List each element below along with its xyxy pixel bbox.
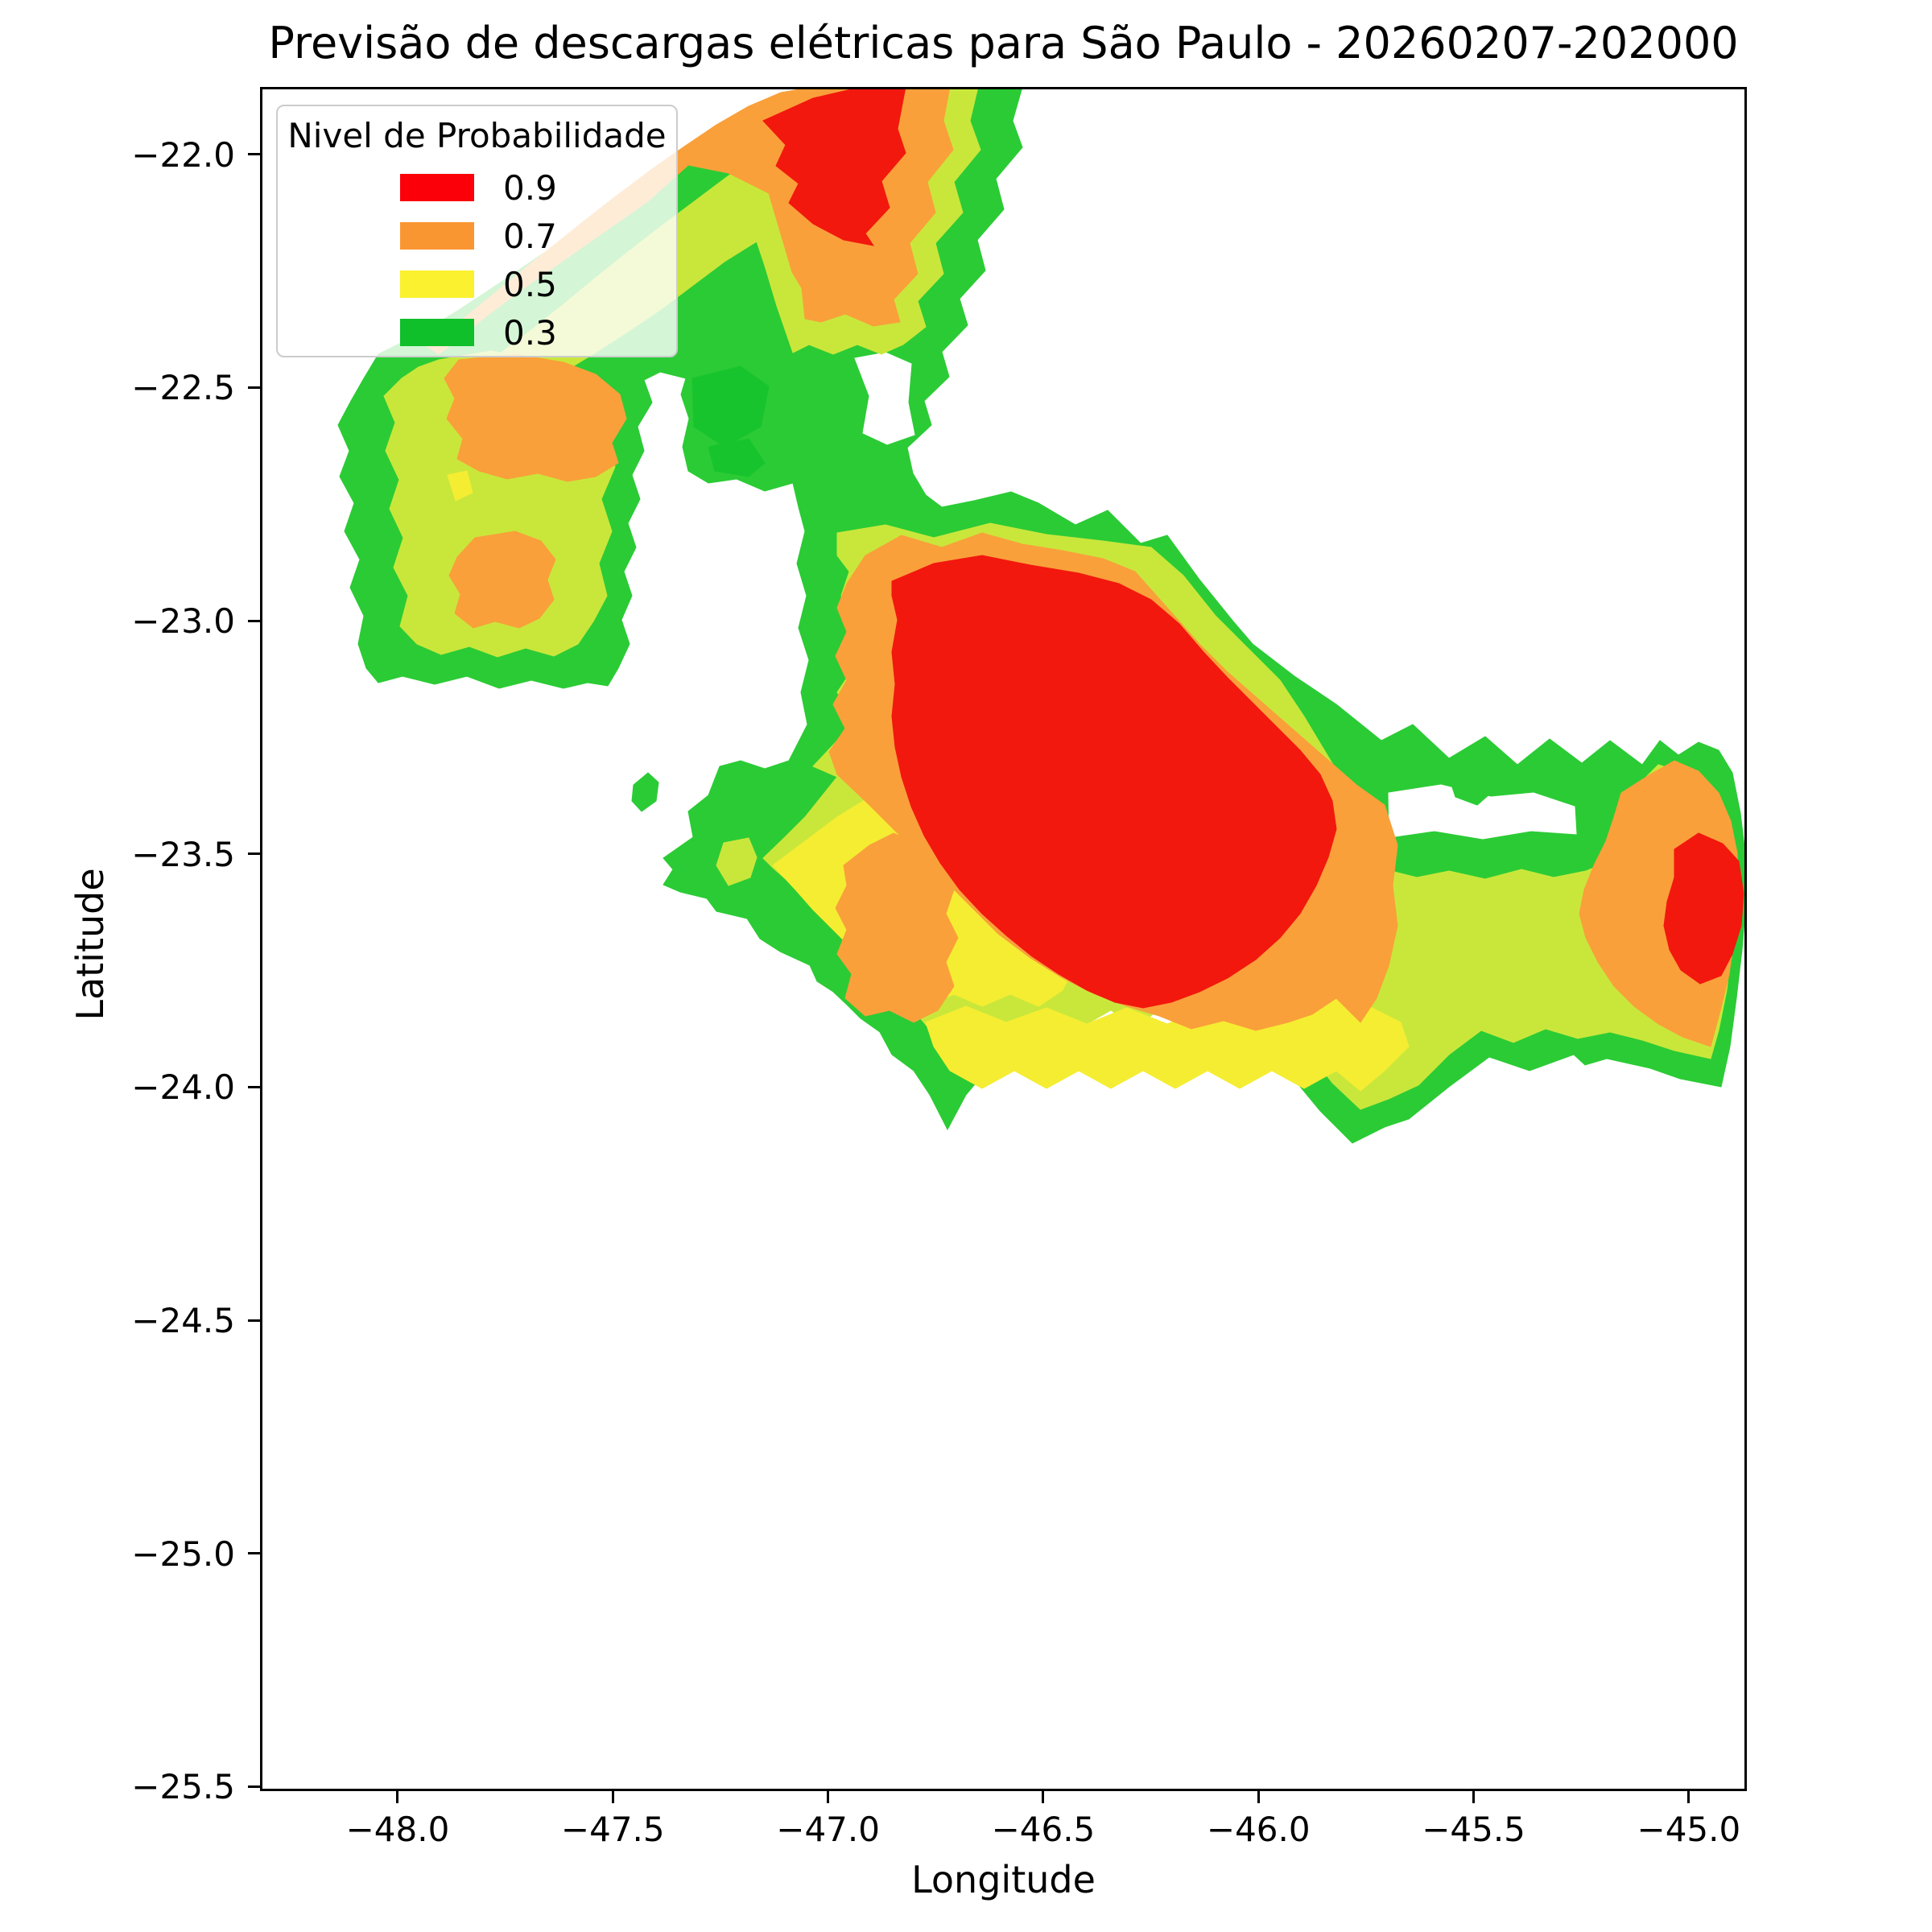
x-tick — [396, 1791, 399, 1803]
legend-entry-label: 0.9 — [503, 167, 557, 208]
y-tick-label: −23.0 — [131, 601, 235, 642]
contour-region-red-central — [891, 555, 1337, 1009]
x-tick — [1257, 1791, 1260, 1803]
contour-region-orange-west-upper — [444, 353, 627, 482]
y-tick — [248, 619, 260, 622]
contour-region-darkgreen-patch-b — [708, 438, 766, 477]
contour-region-darkgreen-patch-a — [691, 365, 770, 448]
x-tick-label: −46.5 — [991, 1810, 1096, 1849]
y-tick-label: −23.5 — [131, 834, 235, 874]
x-tick — [827, 1791, 830, 1803]
legend: Nivel de Probabilidade 0.9 0.7 0.5 0.3 — [276, 105, 678, 357]
y-tick — [248, 153, 260, 156]
contour-region-green-island-northeast — [1447, 745, 1502, 806]
x-tick — [1042, 1791, 1045, 1803]
y-axis-label: Latitude — [68, 868, 112, 1021]
x-tick — [1687, 1791, 1690, 1803]
contour-region-orange-southwest-subblob — [835, 832, 959, 1023]
legend-entry: 0.3 — [400, 308, 676, 357]
legend-swatch-icon — [400, 174, 474, 201]
x-tick-label: −45.0 — [1637, 1810, 1741, 1849]
y-tick-label: −24.5 — [131, 1301, 235, 1341]
x-tick-label: −46.0 — [1206, 1810, 1311, 1849]
contour-region-lime-arm-island — [716, 837, 758, 886]
y-tick-label: −24.0 — [131, 1067, 235, 1108]
contour-region-green-island-west — [631, 772, 659, 812]
contour-region-hole-neck-a — [854, 352, 915, 445]
x-tick-label: −45.5 — [1422, 1810, 1525, 1849]
y-tick-label: −22.5 — [131, 368, 235, 408]
contour-region-red-east — [1663, 832, 1744, 985]
legend-swatch-icon — [400, 270, 474, 298]
y-tick — [248, 1552, 260, 1555]
x-axis-label: Longitude — [911, 1858, 1096, 1901]
legend-entry-label: 0.3 — [503, 312, 557, 353]
y-tick — [248, 1085, 260, 1088]
x-tick-label: −47.0 — [776, 1810, 880, 1849]
legend-entry: 0.5 — [400, 260, 676, 308]
x-tick-label: −47.5 — [560, 1810, 665, 1849]
contour-region-hole-neck-b — [922, 445, 952, 477]
legend-entry-label: 0.7 — [503, 216, 557, 256]
contour-region-yellow-west-sliver — [447, 470, 473, 502]
plot-border — [260, 87, 1747, 1791]
contour-regions — [337, 87, 1747, 1144]
legend-entry: 0.9 — [400, 163, 676, 212]
chart-title: Previsão de descargas elétricas para São… — [268, 18, 1739, 68]
x-tick — [611, 1791, 614, 1803]
x-tick-label: −48.0 — [345, 1810, 450, 1849]
y-tick-label: −25.5 — [131, 1767, 235, 1807]
legend-entry-label: 0.5 — [503, 264, 557, 304]
legend-title: Nivel de Probabilidade — [287, 116, 667, 155]
x-tick — [1472, 1791, 1476, 1803]
y-tick — [248, 1319, 260, 1322]
y-tick-label: −25.0 — [131, 1534, 235, 1574]
y-tick — [248, 1785, 260, 1788]
legend-swatch-icon — [400, 222, 474, 250]
legend-rows: 0.9 0.7 0.5 0.3 — [278, 163, 676, 357]
y-tick — [248, 386, 260, 389]
contour-region-red-north — [762, 87, 906, 246]
y-tick — [248, 852, 260, 856]
legend-entry: 0.7 — [400, 212, 676, 260]
contour-region-orange-west-lower — [448, 530, 556, 629]
y-tick-label: −22.0 — [131, 134, 235, 175]
legend-swatch-icon — [400, 319, 474, 346]
